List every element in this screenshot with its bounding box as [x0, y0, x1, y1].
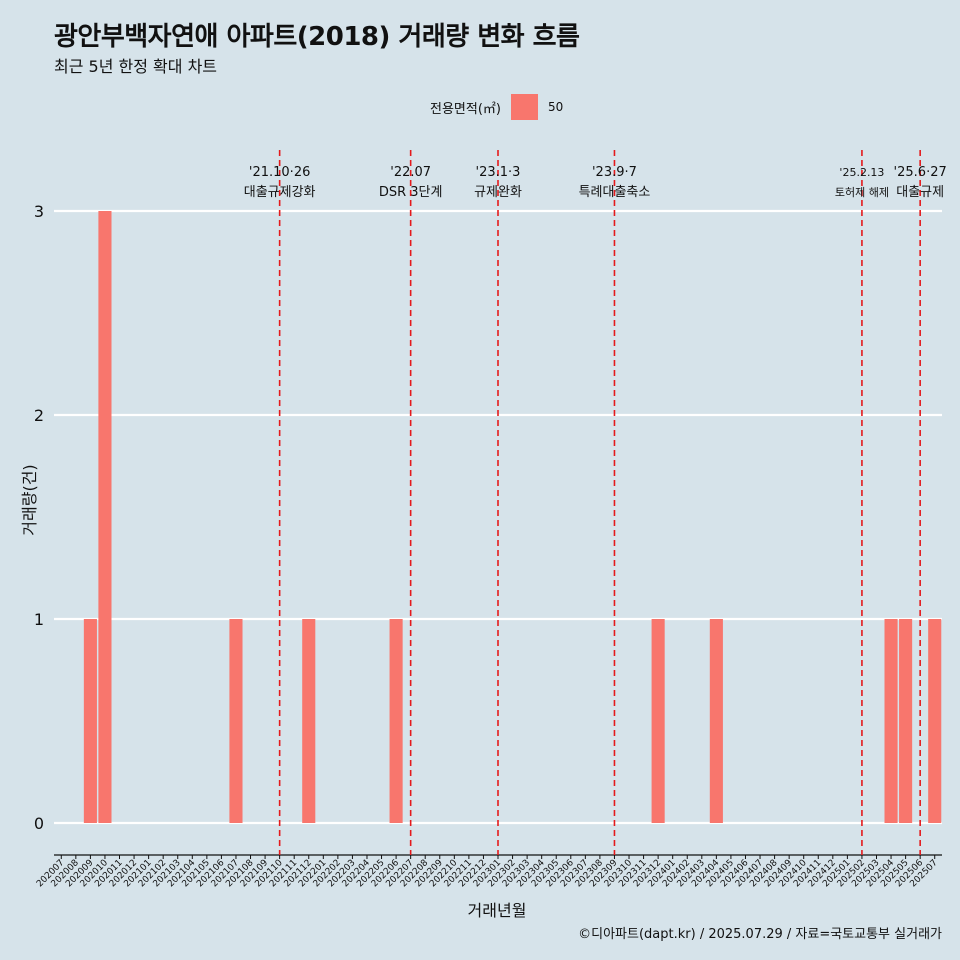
event-label: 대출규제강화	[244, 185, 316, 200]
bar	[389, 619, 403, 823]
source-caption: ©디아파트(dapt.kr) / 2025.07.29 / 자료=국토교통부 실…	[578, 927, 942, 942]
event-label: 규제완화	[474, 185, 522, 200]
event-date-label: '25.6·27	[894, 165, 947, 180]
y-tick-label: 0	[34, 814, 44, 833]
event-date-label: '23.9·7	[592, 165, 637, 180]
bar	[651, 619, 665, 823]
legend-item-label: 50	[547, 100, 564, 114]
legend-swatch	[510, 94, 538, 120]
event-date-label: '22.07	[390, 165, 431, 180]
bar	[302, 619, 316, 823]
y-tick-label: 3	[34, 202, 44, 221]
x-axis-label: 거래년월	[467, 901, 527, 920]
chart-title: 광안부백자연애 아파트(2018) 거래량 변화 흐름	[54, 22, 580, 52]
bar	[229, 619, 243, 823]
y-tick-label: 1	[34, 610, 44, 629]
legend: 전용면적(㎡) 50	[430, 94, 563, 120]
bar	[709, 619, 723, 823]
legend-title: 전용면적(㎡)	[430, 101, 501, 117]
y-axis-label: 거래량(건)	[20, 464, 39, 536]
y-tick-label: 2	[34, 406, 44, 425]
bar	[928, 619, 942, 823]
chart-subtitle: 최근 5년 한정 확대 차트	[54, 57, 218, 76]
event-date-label: '25.2.13	[839, 166, 884, 179]
bar	[899, 619, 913, 823]
bar	[83, 619, 97, 823]
event-date-label: '23.1·3	[476, 165, 521, 180]
event-date-label: '21.10·26	[249, 165, 310, 180]
bar	[884, 619, 898, 823]
event-label: 토허제 해제	[835, 185, 889, 199]
event-label: DSR 3단계	[379, 185, 443, 200]
event-label: 대출규제	[896, 185, 944, 200]
bar	[98, 211, 112, 823]
event-label: 특례대출축소	[579, 185, 651, 200]
